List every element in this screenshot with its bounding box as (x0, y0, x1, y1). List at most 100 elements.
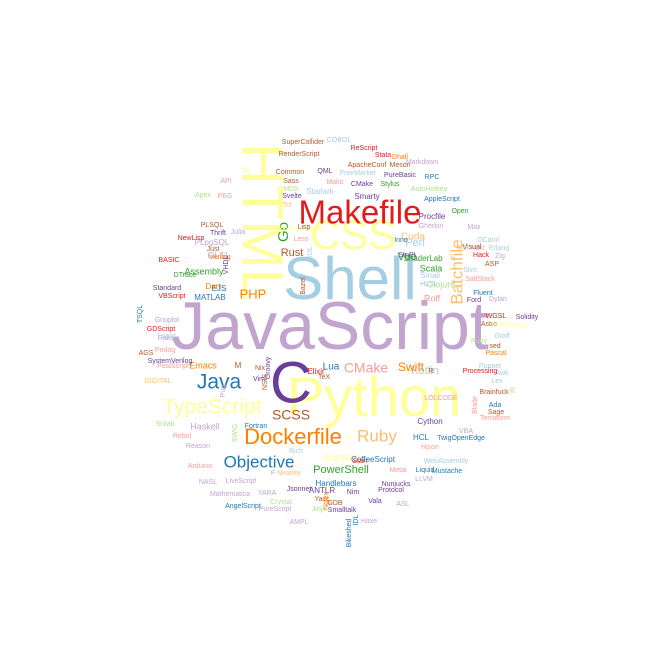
word-objective: Objective (224, 452, 295, 471)
word-inno: Inno (394, 237, 408, 244)
word-postscript: PostScript (157, 363, 189, 370)
word-coffeescript: CoffeeScript (351, 455, 396, 464)
word-applescript: AppleScript (424, 196, 460, 203)
word-haskell: Haskell (190, 421, 220, 431)
word-gdb: GDB (327, 500, 343, 507)
word-brainfuck: Brainfuck (479, 389, 509, 396)
word-awk: Awk (495, 370, 509, 377)
word-ampl: AMPL (289, 519, 308, 526)
word-rich: Rich (289, 448, 303, 455)
word-nu: Nu (242, 167, 251, 174)
word-gdscript: GDScript (147, 326, 175, 333)
word-matlab: MATLAB (194, 293, 225, 302)
word-vhdl: VHDL (223, 256, 230, 275)
word-dockerfile: Dockerfile (244, 424, 342, 449)
word-sass: Sass (283, 178, 299, 185)
word-ejs: EJS (212, 284, 227, 293)
word-dart: Dart (205, 282, 221, 291)
word-mermaid: Mermaid (457, 245, 484, 252)
word-hcl: HCL (413, 433, 430, 442)
word-angelscript: AngelScript (225, 503, 261, 510)
word-markdown: Markdown (406, 159, 438, 166)
word-sed: sed (489, 343, 500, 350)
word-ruby: Ruby (357, 426, 397, 445)
word-rescript: ReScript (351, 145, 378, 152)
word-ford: Ford (467, 297, 482, 304)
word-dtrace: DTrace (174, 272, 197, 279)
word-rebol: Rebol (173, 433, 192, 440)
word-starlark: Starlark (306, 187, 335, 196)
word-cuda: Cuda (401, 232, 425, 243)
word-mathematica: Mathematica (210, 491, 250, 498)
word-glsl: GLSL (207, 250, 230, 260)
word-vba: VBA (459, 428, 473, 435)
word-liquid: Liquid (416, 467, 435, 474)
word-blade: Blade (472, 396, 479, 414)
word-kotlin: Kotlin (411, 365, 439, 377)
word-cobol: COBOL (327, 137, 352, 144)
word-nim: Nim (347, 489, 360, 496)
word-stata: Stata (375, 152, 391, 159)
word-yara: YARA (258, 490, 277, 497)
word-nix: Nix (255, 365, 266, 372)
word-roff: Roff (424, 293, 441, 303)
word-common: Common (276, 169, 305, 176)
word-procfile: Procfile (419, 212, 446, 221)
word-slim: Slim (463, 267, 477, 274)
word-webassembly: WebAssembly (424, 458, 469, 465)
word-javascript: JavaScript (171, 288, 489, 364)
word-nearley: Nearley (277, 470, 302, 477)
word-svelte: Svelte (282, 193, 302, 200)
word-scilab: Scilab (155, 421, 174, 428)
word-freemarker: FreeMarker (340, 170, 377, 177)
word-gherkin: Gherkin (419, 223, 444, 230)
word-erlang: Erlang (489, 245, 509, 252)
word-shaderlab: ShaderLab (403, 254, 443, 263)
word-swig: SWIG (232, 424, 239, 443)
word-julia: Julia (231, 229, 246, 236)
word-haxe: Haxe (361, 518, 377, 525)
word-newlisp: NewLisp (178, 235, 205, 242)
word-typescript: TypeScript (162, 396, 261, 419)
word-smali: Smali (420, 271, 440, 280)
word-arduino: Arduino (188, 463, 212, 470)
word-css: CSS (310, 211, 396, 258)
word-mustache: Mustache (432, 468, 462, 475)
word-reason: Reason (186, 443, 210, 450)
word-apacheconf: ApacheConf (348, 162, 387, 169)
word-r: R (428, 368, 433, 375)
word-peg: PEG (218, 193, 233, 200)
word-robotframework: RobotFramework (271, 226, 325, 233)
word-processing: Processing (463, 368, 498, 375)
word-nsis: NSIS (262, 374, 269, 391)
word-mdx: MDX (283, 186, 299, 193)
word-vue: Vue (397, 251, 416, 263)
word-cmake: CMake (351, 181, 373, 188)
word-wgsl: WGSL (486, 313, 507, 320)
word-astro: Astro (481, 321, 497, 328)
word-yacc: Yacc (314, 496, 330, 503)
word-hlsl: HLSL (420, 281, 438, 288)
word-ruby: Ruby (471, 338, 488, 345)
word-asp: ASP (485, 261, 499, 268)
word-php: PHP (240, 286, 267, 301)
word-dylan: Dylan (489, 296, 507, 303)
word-clojure: Clojure (427, 279, 456, 289)
word-nunjucks: Nunjucks (382, 481, 411, 488)
word-llvm: LLVM (415, 476, 433, 483)
word-systemverilog: SystemVerilog (148, 358, 193, 365)
word-twigopenedge: TwigOpenEdge (437, 435, 485, 442)
word-crystal: Crystal (270, 499, 292, 506)
word-makefile: Makefile (299, 194, 422, 231)
word-swift: Swift (398, 360, 425, 374)
word-lex: Lex (491, 378, 503, 385)
word-autohotkey: AutoHotkey (411, 186, 448, 193)
word-tsql: TSQL (137, 305, 144, 323)
word-antlr: ANTLR (309, 486, 335, 495)
word-vim: Vim (253, 376, 265, 383)
word-scss: SCSS (272, 407, 310, 423)
word-assembly: Assembly (184, 266, 224, 276)
word-purebasic: PureBasic (384, 172, 416, 179)
word-puppet: Puppet (479, 363, 501, 370)
